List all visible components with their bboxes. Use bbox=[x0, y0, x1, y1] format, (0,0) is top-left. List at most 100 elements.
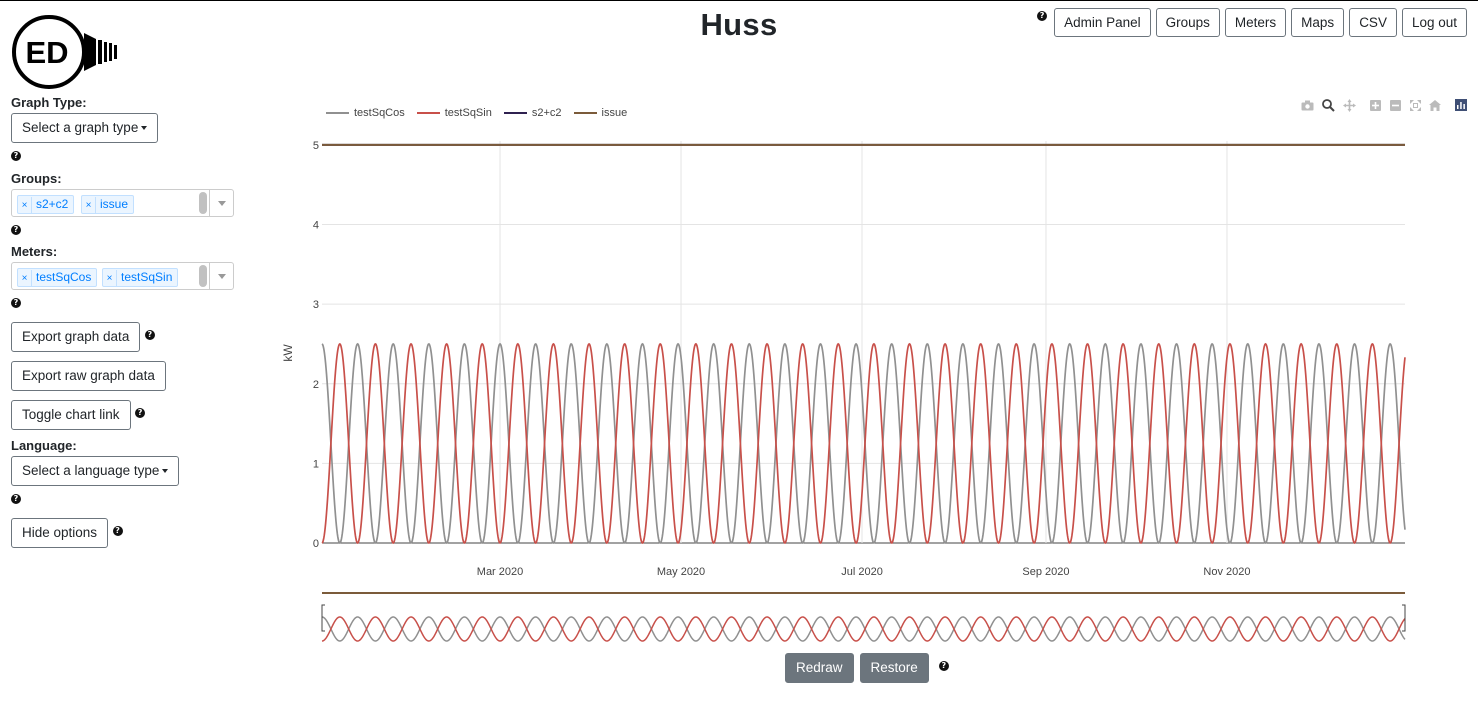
y-tick-label: 5 bbox=[313, 140, 319, 152]
help-icon[interactable]: ? bbox=[938, 661, 949, 671]
language-label: Language: bbox=[11, 438, 77, 453]
graph-type-dropdown[interactable]: Select a graph type bbox=[11, 113, 159, 143]
legend-label: testSqSin bbox=[444, 107, 492, 119]
help-icon[interactable]: ? bbox=[135, 408, 146, 418]
zoom-out-icon[interactable] bbox=[1385, 98, 1405, 112]
slider-series-testsqcos-line bbox=[321, 616, 1406, 642]
y-tick-label: 0 bbox=[313, 538, 319, 550]
help-icon[interactable]: ? bbox=[11, 225, 21, 235]
help-icon[interactable]: ? bbox=[11, 494, 21, 504]
graph-controls: Redraw Restore ? bbox=[785, 653, 949, 683]
camera-icon[interactable] bbox=[1297, 98, 1317, 112]
group-chip: × s2+c2 bbox=[17, 195, 75, 214]
meters-multiselect[interactable]: × testSqCos × testSqSin bbox=[11, 262, 234, 290]
legend-swatch bbox=[573, 112, 597, 114]
legend-label: testSqCos bbox=[354, 107, 405, 119]
y-axis-ticks: 0 1 2 3 4 5 bbox=[313, 140, 319, 550]
slider-handle-left bbox=[321, 604, 325, 632]
hide-options-button[interactable]: Hide options bbox=[11, 518, 109, 548]
logout-button[interactable]: Log out bbox=[1401, 8, 1467, 37]
help-icon[interactable]: ? bbox=[11, 151, 21, 161]
autoscale-icon[interactable] bbox=[1405, 98, 1425, 112]
language-dropdown[interactable]: Select a language type bbox=[11, 456, 180, 486]
y-tick-label: 1 bbox=[313, 458, 319, 470]
x-tick-label: Nov 2020 bbox=[1203, 566, 1250, 578]
meter-chip: × testSqCos bbox=[17, 268, 98, 287]
admin-panel-button[interactable]: Admin Panel bbox=[1054, 8, 1151, 37]
x-tick-label: Mar 2020 bbox=[477, 566, 523, 578]
slider-series-testsqsin-line bbox=[321, 616, 1406, 642]
chip-label: s2+c2 bbox=[36, 197, 69, 211]
top-nav: ? Admin Panel Groups Meters Maps CSV Log… bbox=[1037, 8, 1467, 37]
groups-button[interactable]: Groups bbox=[1155, 8, 1220, 37]
home-icon[interactable] bbox=[1425, 98, 1445, 112]
legend-swatch bbox=[326, 112, 349, 114]
chart-series bbox=[321, 143, 1406, 545]
help-icon[interactable]: ? bbox=[144, 330, 155, 340]
plotly-logo-icon[interactable] bbox=[1451, 98, 1471, 112]
y-axis-label: kW bbox=[281, 344, 295, 362]
help-icon[interactable]: ? bbox=[1037, 10, 1048, 21]
x-tick-label: May 2020 bbox=[657, 566, 705, 578]
groups-multiselect[interactable]: × s2+c2 × issue bbox=[11, 189, 234, 217]
zoom-in-icon[interactable] bbox=[1365, 98, 1385, 112]
y-tick-label: 3 bbox=[313, 299, 319, 311]
range-slider[interactable] bbox=[321, 592, 1406, 642]
chip-label: testSqCos bbox=[36, 270, 92, 284]
scrollbar[interactable] bbox=[199, 265, 207, 287]
chart-modebar bbox=[1297, 98, 1471, 112]
caret-down-icon bbox=[162, 469, 169, 474]
logo-text: ED bbox=[25, 35, 68, 70]
meters-button[interactable]: Meters bbox=[1224, 8, 1287, 37]
scrollbar[interactable] bbox=[199, 192, 207, 214]
logo: ED bbox=[12, 15, 117, 89]
help-icon[interactable]: ? bbox=[112, 526, 123, 536]
remove-chip-icon[interactable]: × bbox=[18, 197, 32, 214]
legend-item[interactable]: issue bbox=[573, 107, 628, 119]
y-tick-label: 4 bbox=[313, 220, 319, 232]
restore-button[interactable]: Restore bbox=[859, 653, 929, 683]
dropdown-arrow-icon[interactable] bbox=[209, 190, 233, 216]
export-graph-data-button[interactable]: Export graph data bbox=[11, 322, 141, 352]
export-raw-graph-data-button[interactable]: Export raw graph data bbox=[11, 361, 166, 391]
series-testsqsin-line bbox=[321, 342, 1406, 545]
dropdown-arrow-icon[interactable] bbox=[209, 263, 233, 289]
remove-chip-icon[interactable]: × bbox=[82, 197, 96, 214]
series-testsqcos-line bbox=[321, 342, 1406, 545]
legend-swatch bbox=[503, 112, 527, 114]
csv-button[interactable]: CSV bbox=[1349, 8, 1397, 37]
caret-down-icon bbox=[141, 126, 148, 131]
legend-label: issue bbox=[601, 107, 628, 119]
pan-icon[interactable] bbox=[1339, 98, 1359, 112]
meter-chip: × testSqSin bbox=[102, 268, 179, 287]
options-sidebar: Graph Type: Select a graph type ? Groups… bbox=[11, 95, 251, 548]
maps-button[interactable]: Maps bbox=[1291, 8, 1345, 37]
chip-label: testSqSin bbox=[121, 270, 173, 284]
y-tick-label: 2 bbox=[313, 379, 319, 391]
graph-type-dropdown-label: Select a graph type bbox=[22, 120, 139, 135]
legend-item[interactable]: s2+c2 bbox=[503, 107, 562, 119]
graph-type-label: Graph Type: bbox=[11, 95, 87, 110]
page-title: Huss bbox=[700, 7, 778, 42]
slider-handle-right bbox=[1402, 604, 1406, 632]
x-axis-ticks: Mar 2020 May 2020 Jul 2020 Sep 2020 Nov 2020 bbox=[477, 566, 1251, 578]
legend-item[interactable]: testSqCos bbox=[326, 107, 405, 119]
remove-chip-icon[interactable]: × bbox=[18, 270, 32, 287]
toggle-chart-link-button[interactable]: Toggle chart link bbox=[11, 400, 131, 430]
group-chip: × issue bbox=[81, 195, 135, 214]
legend-item[interactable]: testSqSin bbox=[416, 107, 492, 119]
zoom-icon[interactable] bbox=[1317, 98, 1339, 112]
groups-label: Groups: bbox=[11, 171, 62, 186]
redraw-button[interactable]: Redraw bbox=[785, 653, 854, 683]
remove-chip-icon[interactable]: × bbox=[103, 270, 117, 287]
language-dropdown-label: Select a language type bbox=[22, 463, 160, 478]
x-tick-label: Sep 2020 bbox=[1022, 566, 1069, 578]
legend-label: s2+c2 bbox=[531, 107, 562, 119]
x-tick-label: Jul 2020 bbox=[841, 566, 883, 578]
chart-legend: testSqCos testSqSin s2+c2 issue bbox=[326, 107, 639, 119]
meters-label: Meters: bbox=[11, 244, 58, 259]
help-icon[interactable]: ? bbox=[11, 298, 21, 308]
chip-label: issue bbox=[100, 197, 129, 211]
legend-swatch bbox=[416, 112, 440, 114]
